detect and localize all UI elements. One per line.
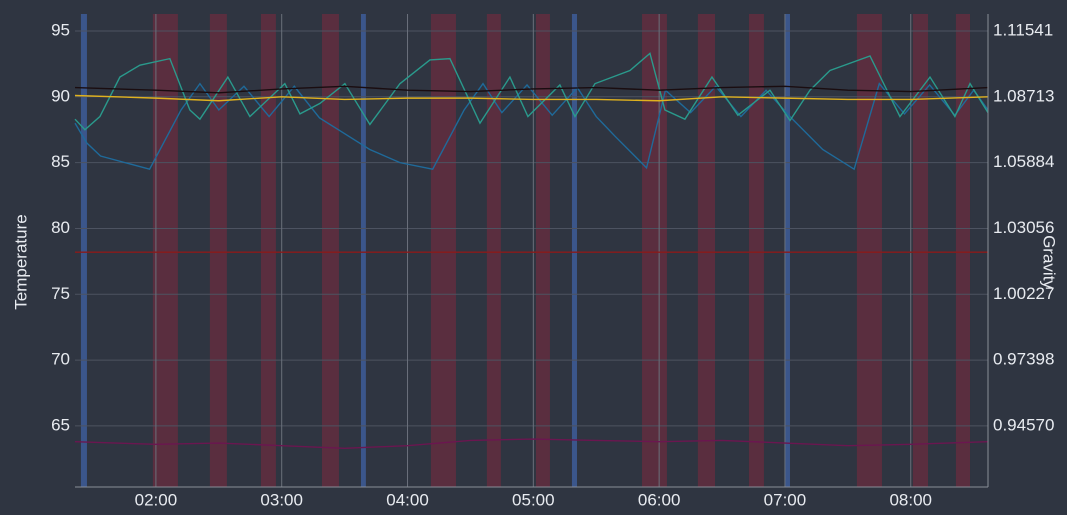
x-tick-label: 08:00 bbox=[889, 490, 932, 509]
heating-band bbox=[955, 14, 971, 487]
heating-band bbox=[486, 14, 501, 487]
y-tick-label: 75 bbox=[51, 284, 70, 303]
x-tick-label: 02:00 bbox=[135, 490, 178, 509]
series-line bbox=[74, 438, 989, 449]
grid bbox=[75, 14, 988, 487]
y2-tick-label: 1.03056 bbox=[993, 218, 1054, 237]
series-line bbox=[74, 85, 989, 94]
heating-band bbox=[209, 14, 227, 487]
bands bbox=[80, 14, 971, 487]
x-tick-label: 03:00 bbox=[260, 490, 303, 509]
y-axis-label: Temperature bbox=[11, 214, 30, 309]
cooling-band bbox=[80, 14, 87, 487]
labels: 65 70 75 80 85 90 95 0.94570 0.97398 1.00227 1.030… bbox=[51, 20, 1054, 509]
cooling-band bbox=[784, 14, 790, 487]
lines bbox=[74, 52, 989, 449]
y2-tick-label: 0.97398 bbox=[993, 350, 1054, 369]
heating-band bbox=[260, 14, 276, 487]
series-line bbox=[74, 52, 989, 131]
heating-band bbox=[642, 14, 667, 487]
y-tick-label: 80 bbox=[51, 218, 70, 237]
cooling-band bbox=[571, 14, 577, 487]
y2-tick-label: 1.11541 bbox=[993, 20, 1053, 39]
heating-band bbox=[430, 14, 456, 487]
y-tick-label: 70 bbox=[51, 350, 70, 369]
x-tick-label: 04:00 bbox=[386, 490, 429, 509]
y2-tick-label: 1.05884 bbox=[993, 152, 1054, 171]
x-tick-label: 05:00 bbox=[512, 490, 555, 509]
heating-band bbox=[321, 14, 339, 487]
y-tick-label: 90 bbox=[51, 86, 70, 105]
heating-band bbox=[152, 14, 178, 487]
x-tick-label: 07:00 bbox=[764, 490, 807, 509]
y-tick-label: 65 bbox=[51, 415, 70, 434]
series-line bbox=[74, 94, 989, 102]
x-tick-label: 06:00 bbox=[638, 490, 681, 509]
y-tick-label: 85 bbox=[51, 152, 70, 171]
cooling-band bbox=[360, 14, 366, 487]
heating-band bbox=[912, 14, 928, 487]
y2-axis-label: Gravity bbox=[1040, 235, 1059, 289]
y2-tick-label: 0.94570 bbox=[993, 415, 1054, 434]
y2-tick-label: 1.00227 bbox=[993, 284, 1054, 303]
heating-band bbox=[697, 14, 715, 487]
y-tick-label: 95 bbox=[51, 20, 70, 39]
heating-band bbox=[748, 14, 764, 487]
heating-band bbox=[535, 14, 550, 487]
y2-tick-label: 1.08713 bbox=[993, 86, 1054, 105]
heating-band bbox=[856, 14, 882, 487]
